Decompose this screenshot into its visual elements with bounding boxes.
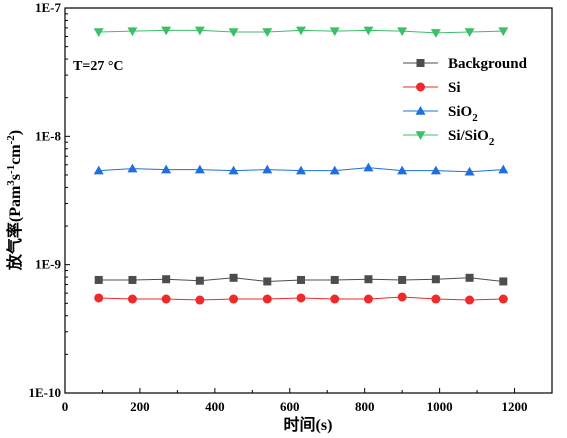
data-point	[127, 294, 137, 304]
series-3	[93, 26, 509, 38]
data-point	[498, 27, 509, 37]
data-point	[195, 276, 204, 285]
legend: Background Si SiO2 Si/SiO2	[403, 56, 528, 148]
data-point	[329, 27, 340, 37]
legend-item: Background	[403, 56, 528, 72]
data-point	[465, 295, 475, 305]
series-1	[94, 292, 508, 305]
data-point	[499, 277, 508, 286]
data-point	[161, 164, 172, 174]
legend-marker	[415, 106, 426, 115]
legend-marker	[416, 59, 425, 67]
legend-marker	[415, 131, 426, 140]
data-point	[364, 275, 373, 284]
data-point	[262, 294, 272, 304]
data-point	[161, 26, 172, 36]
y-tick-label: 1E-7	[35, 0, 62, 15]
x-tick-label: 1200	[502, 399, 528, 414]
data-point	[194, 26, 205, 36]
data-point	[330, 275, 339, 284]
data-point	[229, 273, 238, 282]
data-point	[228, 165, 239, 175]
series-0	[94, 273, 508, 286]
legend-marker	[416, 82, 425, 92]
data-point	[397, 27, 408, 37]
x-tick-label: 600	[280, 399, 300, 414]
legend-label: SiO2	[448, 104, 478, 124]
data-point	[228, 28, 239, 38]
data-point	[195, 295, 205, 305]
data-point	[94, 293, 104, 303]
data-point	[263, 277, 272, 286]
data-point	[363, 294, 373, 304]
y-axis: 1E-10 1E-9 1E-8 1E-7	[29, 0, 70, 400]
data-point	[94, 275, 103, 284]
data-point	[431, 275, 440, 284]
temperature-annotation: T=27 °C	[73, 59, 124, 74]
data-point	[464, 166, 475, 176]
data-point	[229, 294, 239, 304]
data-point	[329, 165, 340, 175]
y-tick-label: 1E-10	[29, 385, 62, 400]
y-tick-label: 1E-8	[35, 128, 62, 143]
data-point	[498, 164, 509, 174]
data-point	[397, 165, 408, 175]
data-point	[296, 165, 307, 175]
x-tick-label: 1000	[427, 399, 453, 414]
y-tick-label: 1E-9	[35, 257, 62, 272]
x-tick-label: 400	[205, 399, 225, 414]
data-point	[464, 28, 475, 38]
legend-label: Si	[448, 80, 461, 96]
legend-item: Si	[403, 80, 461, 96]
plot-frame	[64, 7, 553, 394]
legend-item: Si/SiO2	[403, 128, 495, 148]
data-point	[296, 26, 307, 36]
data-point	[127, 163, 138, 173]
data-point	[330, 294, 340, 304]
data-point	[296, 293, 306, 303]
data-point	[465, 273, 474, 282]
data-point	[430, 165, 441, 175]
data-point	[93, 28, 104, 38]
data-point	[161, 294, 171, 304]
x-axis: 0 200 400 600 800 1000 1200	[62, 388, 528, 414]
data-point	[128, 275, 137, 284]
data-point	[397, 292, 407, 302]
x-tick-label: 800	[355, 399, 375, 414]
data-point	[194, 164, 205, 174]
x-tick-label: 0	[62, 399, 69, 414]
data-point	[262, 28, 273, 38]
data-point	[162, 275, 171, 284]
legend-label: Background	[448, 56, 528, 72]
data-point	[431, 294, 441, 304]
data-point	[297, 275, 306, 284]
legend-label: Si/SiO2	[448, 128, 495, 148]
data-point	[398, 275, 407, 284]
x-tick-label: 200	[130, 399, 150, 414]
data-point	[430, 29, 441, 38]
data-point	[93, 165, 104, 175]
series-layer	[93, 26, 509, 305]
data-point	[498, 294, 508, 304]
data-point	[363, 26, 374, 36]
data-point	[363, 162, 374, 172]
x-axis-label: 时间(s)	[284, 415, 333, 434]
data-point	[262, 164, 273, 174]
legend-item: SiO2	[403, 104, 478, 124]
series-2	[93, 162, 509, 176]
y-axis-label: 放气率(Pam3s-1cm-2)	[5, 130, 24, 271]
data-point	[127, 27, 138, 37]
